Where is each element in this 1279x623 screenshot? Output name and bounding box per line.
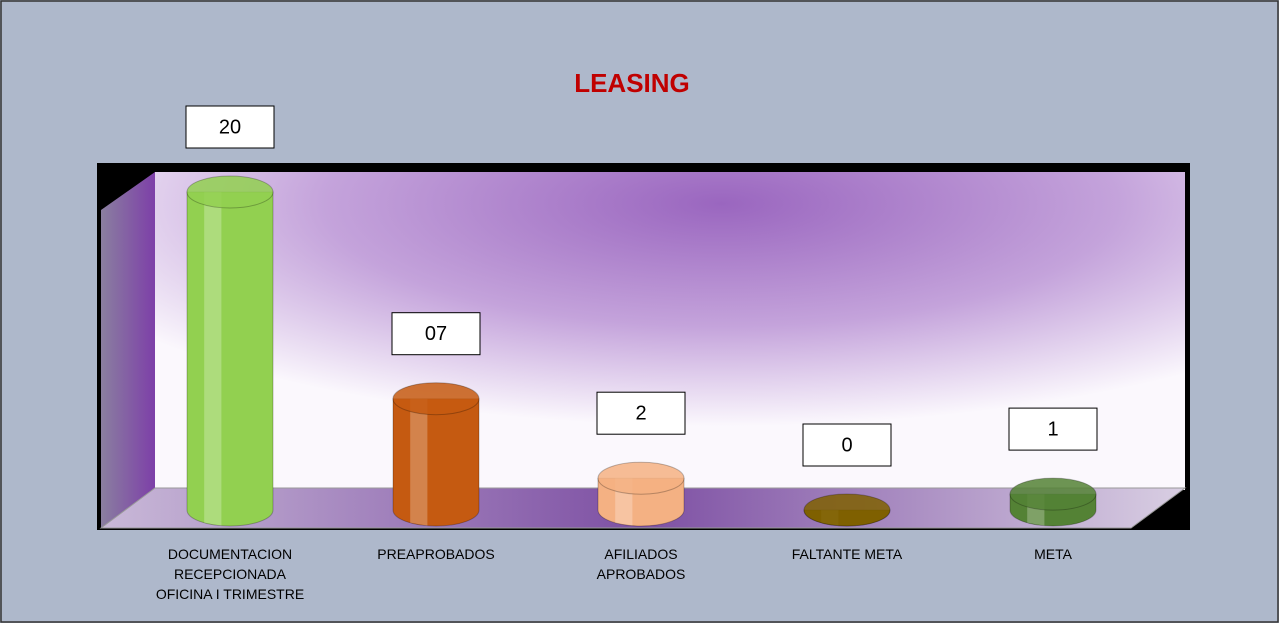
bar — [186, 191, 274, 527]
chart-title: LEASING — [574, 68, 690, 98]
bar — [392, 398, 480, 527]
value-label: 20 — [219, 116, 241, 138]
x-tick-label: FALTANTE META — [791, 546, 903, 562]
value-label: 1 — [1047, 418, 1058, 440]
bar-top — [1009, 477, 1097, 511]
value-label-box — [185, 105, 275, 149]
value-label-box — [391, 312, 481, 356]
bar-shade — [410, 398, 428, 526]
side-wall — [101, 172, 155, 528]
value-label-box — [802, 423, 892, 467]
value-label-box — [596, 391, 686, 435]
bar-top — [186, 175, 274, 209]
value-label-box — [1008, 407, 1098, 451]
x-tick-label: META — [1034, 546, 1072, 562]
bar-top — [392, 382, 480, 416]
bar-top — [803, 493, 891, 527]
x-tick-label: AFILIADOS APROBADOS — [596, 546, 686, 582]
value-label: 0 — [841, 434, 852, 456]
bar-top — [597, 461, 685, 495]
value-label: 07 — [425, 323, 447, 345]
x-tick-label: PREAPROBADOS — [377, 546, 495, 562]
value-label: 2 — [635, 402, 646, 424]
x-tick-label: DOCUMENTACION RECEPCIONADA OFICINA I TRI… — [155, 546, 305, 602]
bar-shade — [204, 192, 222, 526]
